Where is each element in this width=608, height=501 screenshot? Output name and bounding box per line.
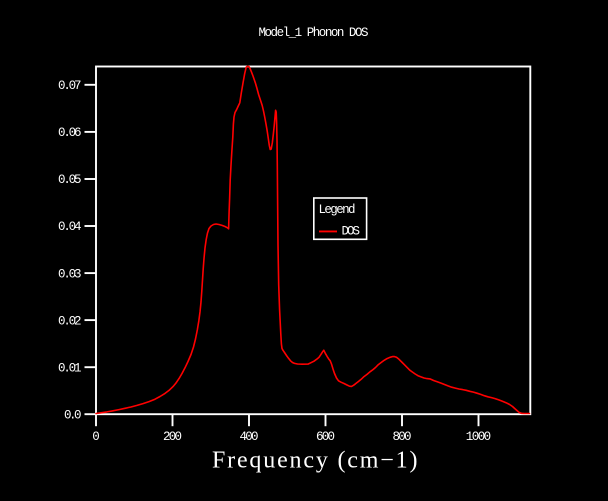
svg-text:0: 0	[92, 430, 100, 444]
svg-text:200: 200	[163, 430, 182, 444]
svg-text:0.06: 0.06	[58, 126, 82, 140]
svg-text:800: 800	[393, 430, 412, 444]
svg-text:0.03: 0.03	[58, 267, 82, 281]
svg-text:0.02: 0.02	[58, 314, 82, 328]
svg-text:600: 600	[316, 430, 335, 444]
svg-text:Legend: Legend	[319, 203, 356, 217]
svg-text:0.04: 0.04	[58, 220, 82, 234]
svg-text:0.05: 0.05	[58, 173, 82, 187]
svg-text:0.07: 0.07	[58, 79, 82, 93]
svg-text:Model_1 Phonon DOS: Model_1 Phonon DOS	[259, 26, 369, 40]
svg-text:1000: 1000	[466, 430, 491, 444]
svg-text:400: 400	[240, 430, 259, 444]
svg-text:DOS: DOS	[342, 225, 361, 239]
svg-text:0.0: 0.0	[64, 408, 82, 422]
svg-text:0.01: 0.01	[58, 361, 82, 375]
